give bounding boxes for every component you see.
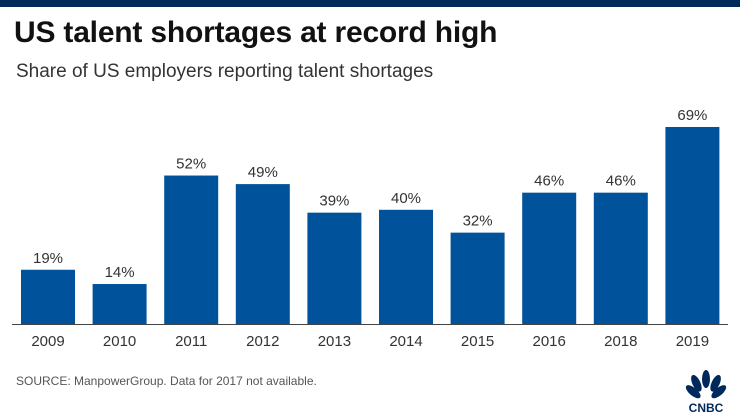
x-tick-label-2011: 2011 — [175, 333, 207, 350]
x-tick-label-2010: 2010 — [103, 333, 136, 350]
top-accent-bar — [0, 0, 740, 7]
bar-2009 — [21, 269, 75, 324]
source-note: SOURCE: ManpowerGroup. Data for 2017 not… — [16, 374, 317, 388]
value-label-2015: 32% — [463, 213, 493, 230]
bar-chart: 19% 2009 14% 2010 52% 2011 49% 2012 39% 2013 40% 20… — [12, 107, 728, 350]
value-label-2010: 14% — [105, 264, 135, 281]
value-label-2013: 39% — [319, 193, 349, 210]
x-tick-label-2016: 2016 — [533, 333, 566, 350]
bar-2016 — [522, 192, 577, 324]
x-tick-label-2009: 2009 — [31, 333, 64, 350]
bar-2014 — [379, 209, 433, 324]
logo-text: CNBC — [689, 401, 724, 414]
bar-2019 — [665, 127, 720, 324]
value-label-2018: 46% — [606, 173, 636, 190]
chart-subtitle: Share of US employers reporting talent s… — [16, 61, 434, 82]
value-label-2019: 69% — [677, 107, 707, 124]
value-label-2009: 19% — [33, 250, 63, 267]
x-tick-label-2015: 2015 — [461, 333, 494, 350]
x-tick-label-2012: 2012 — [246, 333, 279, 350]
x-tick-label-2014: 2014 — [389, 333, 422, 350]
x-tick-label-2018: 2018 — [604, 333, 637, 350]
x-tick-label-2013: 2013 — [318, 333, 351, 350]
value-label-2016: 46% — [534, 173, 564, 190]
bar-2010 — [92, 284, 147, 324]
bar-2012 — [235, 184, 290, 324]
bar-2018 — [593, 192, 648, 324]
value-label-2012: 49% — [248, 164, 278, 181]
x-tick-label-2019: 2019 — [676, 333, 709, 350]
bar-2011 — [164, 175, 219, 324]
value-label-2014: 40% — [391, 190, 421, 207]
cnbc-peacock-logo: CNBC — [685, 370, 727, 414]
bar-2015 — [450, 232, 505, 324]
bar-2013 — [307, 212, 362, 324]
chart-title: US talent shortages at record high — [14, 16, 498, 49]
value-label-2011: 52% — [176, 156, 206, 173]
